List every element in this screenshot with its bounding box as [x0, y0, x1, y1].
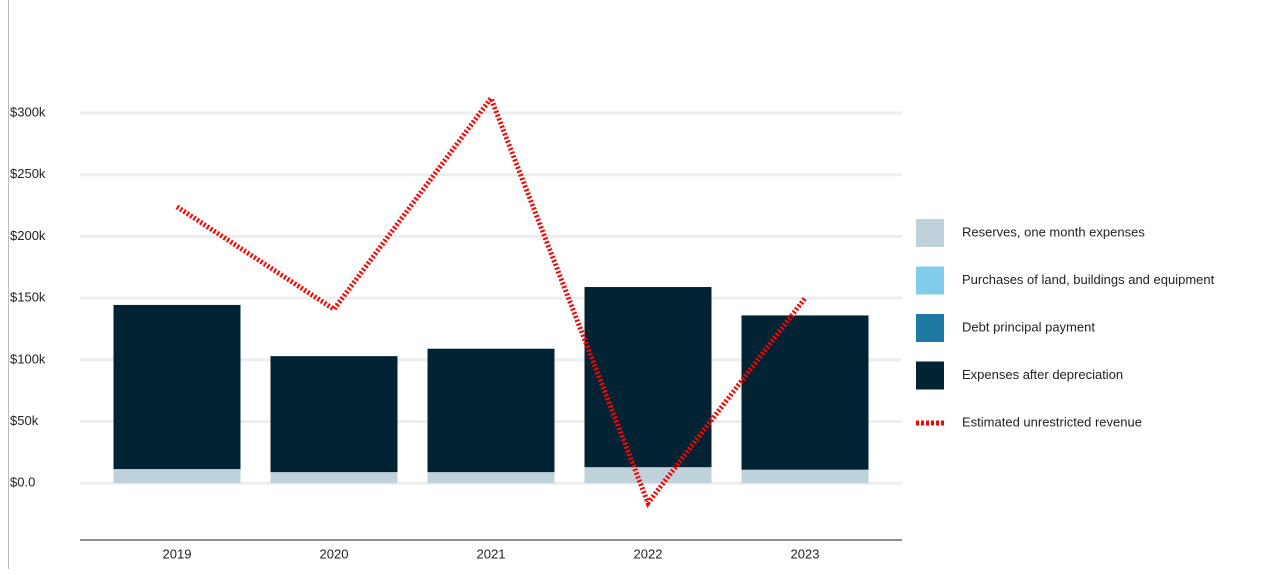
legend-swatch [916, 266, 944, 295]
y-tick-label: $0.0 [10, 475, 35, 490]
bar-segment [427, 472, 555, 484]
bar-segment [113, 469, 241, 484]
bar-segment [270, 356, 398, 473]
y-tick-label: $300k [10, 104, 46, 119]
legend-swatch [916, 314, 944, 342]
legend-swatch [916, 219, 944, 247]
x-tick-label: 2020 [320, 546, 349, 561]
bar-segment [741, 469, 869, 484]
y-tick-label: $200k [10, 228, 46, 243]
y-tick-label: $50k [10, 413, 39, 428]
y-tick-label: $150k [10, 290, 46, 305]
revenue-line [175, 93, 807, 509]
legend-label: Reserves, one month expenses [962, 224, 1145, 239]
bar-segment [270, 472, 398, 484]
bar-segment [427, 348, 555, 473]
bar-segment [584, 287, 712, 468]
x-tick-label: 2019 [163, 546, 192, 561]
legend-label: Expenses after depreciation [962, 367, 1123, 382]
legend-label: Estimated unrestricted revenue [962, 414, 1142, 429]
x-tick-label: 2021 [477, 546, 506, 561]
x-tick-label: 2023 [791, 546, 820, 561]
bar-segment [741, 315, 869, 470]
bar-segment [584, 467, 712, 484]
x-tick-label: 2022 [634, 546, 663, 561]
y-tick-label: $100k [10, 351, 46, 366]
bar-segment [113, 304, 241, 470]
legend-label: Debt principal payment [962, 319, 1095, 334]
y-tick-label: $250k [10, 166, 46, 181]
legend-swatch [916, 361, 944, 390]
legend-label: Purchases of land, buildings and equipme… [962, 272, 1215, 287]
